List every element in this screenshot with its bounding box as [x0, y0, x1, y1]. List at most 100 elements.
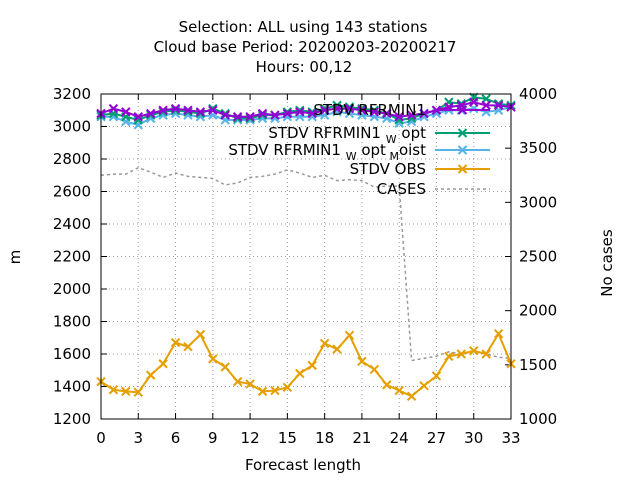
data-point	[282, 108, 293, 119]
legend-label: STDV RFRMIN1 W opt	[268, 124, 426, 146]
series-line	[100, 166, 512, 362]
data-point	[158, 359, 168, 369]
data-point	[145, 108, 156, 119]
data-point	[270, 110, 280, 120]
series-4	[100, 166, 512, 362]
data-point	[170, 103, 181, 114]
series-group	[96, 92, 516, 401]
x-tick-label: 9	[208, 429, 218, 447]
data-point	[332, 344, 342, 354]
x-tick-label: 30	[464, 429, 483, 447]
title-line-2: Cloud base Period: 20200203-20200217	[154, 38, 457, 56]
y-tick-label: 1400	[53, 378, 91, 396]
data-point	[108, 103, 119, 114]
data-point	[145, 370, 156, 380]
data-point	[369, 107, 380, 117]
x-tick-label: 3	[133, 429, 143, 447]
y-tick-label: 2000	[53, 280, 91, 298]
legend-label: STDV RFRMIN1	[313, 101, 426, 119]
legend-label: STDV RFRMIN1 W opt Moist	[228, 141, 426, 163]
data-point	[481, 100, 491, 111]
data-point	[220, 110, 230, 120]
data-point	[419, 108, 429, 119]
data-point	[257, 108, 268, 119]
x-tick-label: 33	[501, 429, 520, 447]
data-point	[257, 110, 268, 120]
data-point	[369, 364, 380, 375]
y2-tick-label: 1000	[519, 410, 557, 428]
legend-entry-2: STDV RFRMIN1 W opt Moist	[228, 141, 490, 163]
data-point	[108, 385, 119, 395]
data-point	[257, 386, 268, 397]
data-point	[431, 371, 442, 381]
data-point	[195, 329, 206, 340]
data-point	[344, 103, 355, 114]
series-3	[96, 328, 516, 401]
y2-axis-label: No cases	[598, 229, 616, 297]
data-point	[195, 107, 206, 117]
x-tick-label: 15	[278, 429, 297, 447]
x-tick-label: 24	[390, 429, 409, 447]
data-point	[183, 341, 193, 352]
y-tick-label: 1600	[53, 345, 91, 363]
data-point	[394, 385, 404, 396]
data-point	[121, 386, 131, 397]
data-point	[133, 115, 143, 125]
data-point	[170, 337, 181, 348]
y-tick-label: 2800	[53, 150, 91, 168]
data-point	[170, 105, 181, 115]
data-point	[469, 97, 479, 107]
series-line	[100, 331, 512, 398]
y2-tick-label: 3500	[519, 139, 557, 157]
data-point	[295, 368, 305, 379]
data-point	[121, 107, 131, 117]
x-tick-label: 27	[427, 429, 446, 447]
data-point	[133, 112, 143, 122]
data-point	[357, 356, 367, 367]
x-tick-label: 21	[352, 429, 371, 447]
data-point	[245, 112, 255, 122]
y-tick-label: 1800	[53, 313, 91, 331]
y2-tick-label: 2000	[519, 302, 557, 320]
y-tick-label: 3000	[53, 118, 91, 136]
y2-tick-label: 3000	[519, 193, 557, 211]
data-point	[295, 107, 305, 117]
data-point	[382, 108, 392, 119]
legend-entry-1: STDV RFRMIN1 W opt	[268, 124, 490, 146]
legend-marker	[457, 105, 468, 115]
legend-marker	[457, 128, 468, 138]
data-point	[493, 328, 504, 339]
series-line	[101, 106, 512, 126]
y-axis-label: m	[6, 250, 24, 265]
data-point	[220, 362, 230, 372]
legend-marker	[457, 164, 468, 174]
x-axis-label: Forecast length	[245, 456, 361, 474]
data-point	[245, 379, 255, 389]
data-point	[481, 349, 491, 359]
data-point	[270, 385, 280, 396]
data-point	[208, 354, 218, 364]
data-point	[406, 110, 417, 120]
y2-tick-label: 1500	[519, 356, 557, 374]
y-tick-label: 2600	[53, 183, 91, 201]
x-tick-label: 0	[96, 429, 106, 447]
data-point	[344, 330, 355, 341]
x-tick-label: 6	[171, 429, 181, 447]
data-point	[282, 382, 293, 393]
data-point	[307, 360, 317, 371]
data-point	[183, 105, 193, 115]
title-line-3: Hours: 00,12	[256, 58, 353, 76]
y2-tick-label: 4000	[519, 85, 557, 103]
x-tick-label: 12	[241, 429, 260, 447]
data-point	[493, 100, 504, 111]
data-point	[382, 380, 392, 390]
y-tick-label: 2200	[53, 248, 91, 266]
data-point	[332, 103, 342, 114]
data-point	[319, 338, 330, 349]
data-point	[319, 105, 330, 115]
data-point	[419, 380, 429, 391]
legend-marker	[457, 145, 468, 155]
y2-tick-label: 2500	[519, 248, 557, 266]
